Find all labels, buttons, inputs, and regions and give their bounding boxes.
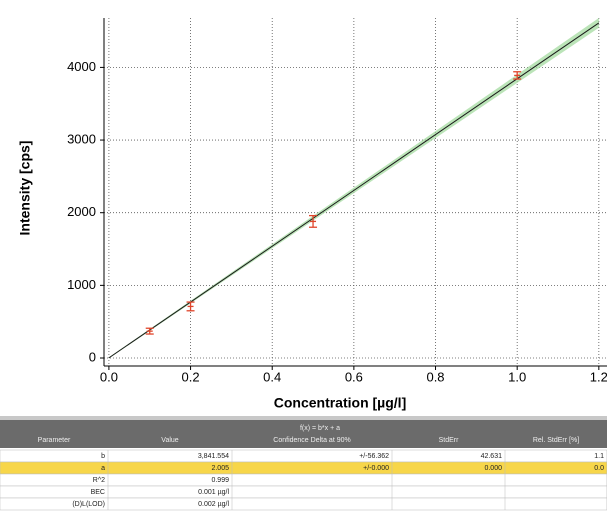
table-cell: a (101, 465, 105, 472)
error-point (145, 327, 154, 335)
table-title: f(x) = b*x + a (300, 425, 340, 432)
splitter[interactable] (0, 416, 607, 420)
table-cell: +/-0.000 (363, 465, 389, 472)
table-cell: 0.002 µg/l (198, 501, 229, 508)
table-row (0, 473, 607, 487)
x-tick-label: 0.2 (182, 369, 200, 384)
table-cell: BEC (91, 489, 105, 496)
column-header: Value (161, 437, 178, 444)
table-cell: b (101, 453, 105, 460)
y-tick-label: 4000 (67, 59, 96, 74)
table-cell: 0.000 (484, 465, 502, 472)
y-tick-label: 2000 (67, 204, 96, 219)
table-cell: 2.005 (211, 465, 229, 472)
table-cell: 42.631 (481, 453, 503, 460)
column-header: StdErr (439, 437, 460, 444)
y-tick-label: 1000 (67, 277, 96, 292)
column-header: Parameter (38, 437, 71, 444)
table-row (0, 461, 607, 475)
y-axis-title: Intensity [cps] (17, 141, 33, 236)
x-tick-label: 0.8 (426, 369, 444, 384)
y-tick-label: 3000 (67, 131, 96, 146)
table-cell: +/-56.362 (359, 453, 389, 460)
table-cell: 1.1 (594, 453, 604, 460)
table-row (0, 497, 607, 511)
column-header: Confidence Delta at 90% (273, 437, 350, 444)
error-point (186, 301, 195, 312)
x-tick-label: 1.2 (590, 369, 607, 384)
table-cell: (D)L(LOD) (72, 501, 105, 508)
x-axis-title: Concentration [µg/l] (274, 395, 407, 411)
x-tick-label: 0.6 (345, 369, 363, 384)
table-cell: R^2 (93, 477, 105, 484)
x-tick-label: 1.0 (508, 369, 526, 384)
error-point (513, 71, 522, 80)
x-tick-label: 0.4 (263, 369, 281, 384)
table-header (0, 420, 607, 448)
confidence-band (108, 18, 599, 359)
table-cell: 0.0 (594, 465, 604, 472)
table-cell: 0.999 (211, 477, 229, 484)
table-cell: 3,841.554 (198, 453, 229, 460)
column-header: Rel. StdErr [%] (533, 437, 579, 444)
table-cell: 0.001 µg/l (198, 489, 229, 496)
x-tick-label: 0.0 (100, 369, 118, 384)
table-row (0, 449, 607, 463)
y-tick-label: 0 (89, 349, 96, 364)
error-point (309, 214, 318, 228)
chart-top (0, 0, 607, 18)
